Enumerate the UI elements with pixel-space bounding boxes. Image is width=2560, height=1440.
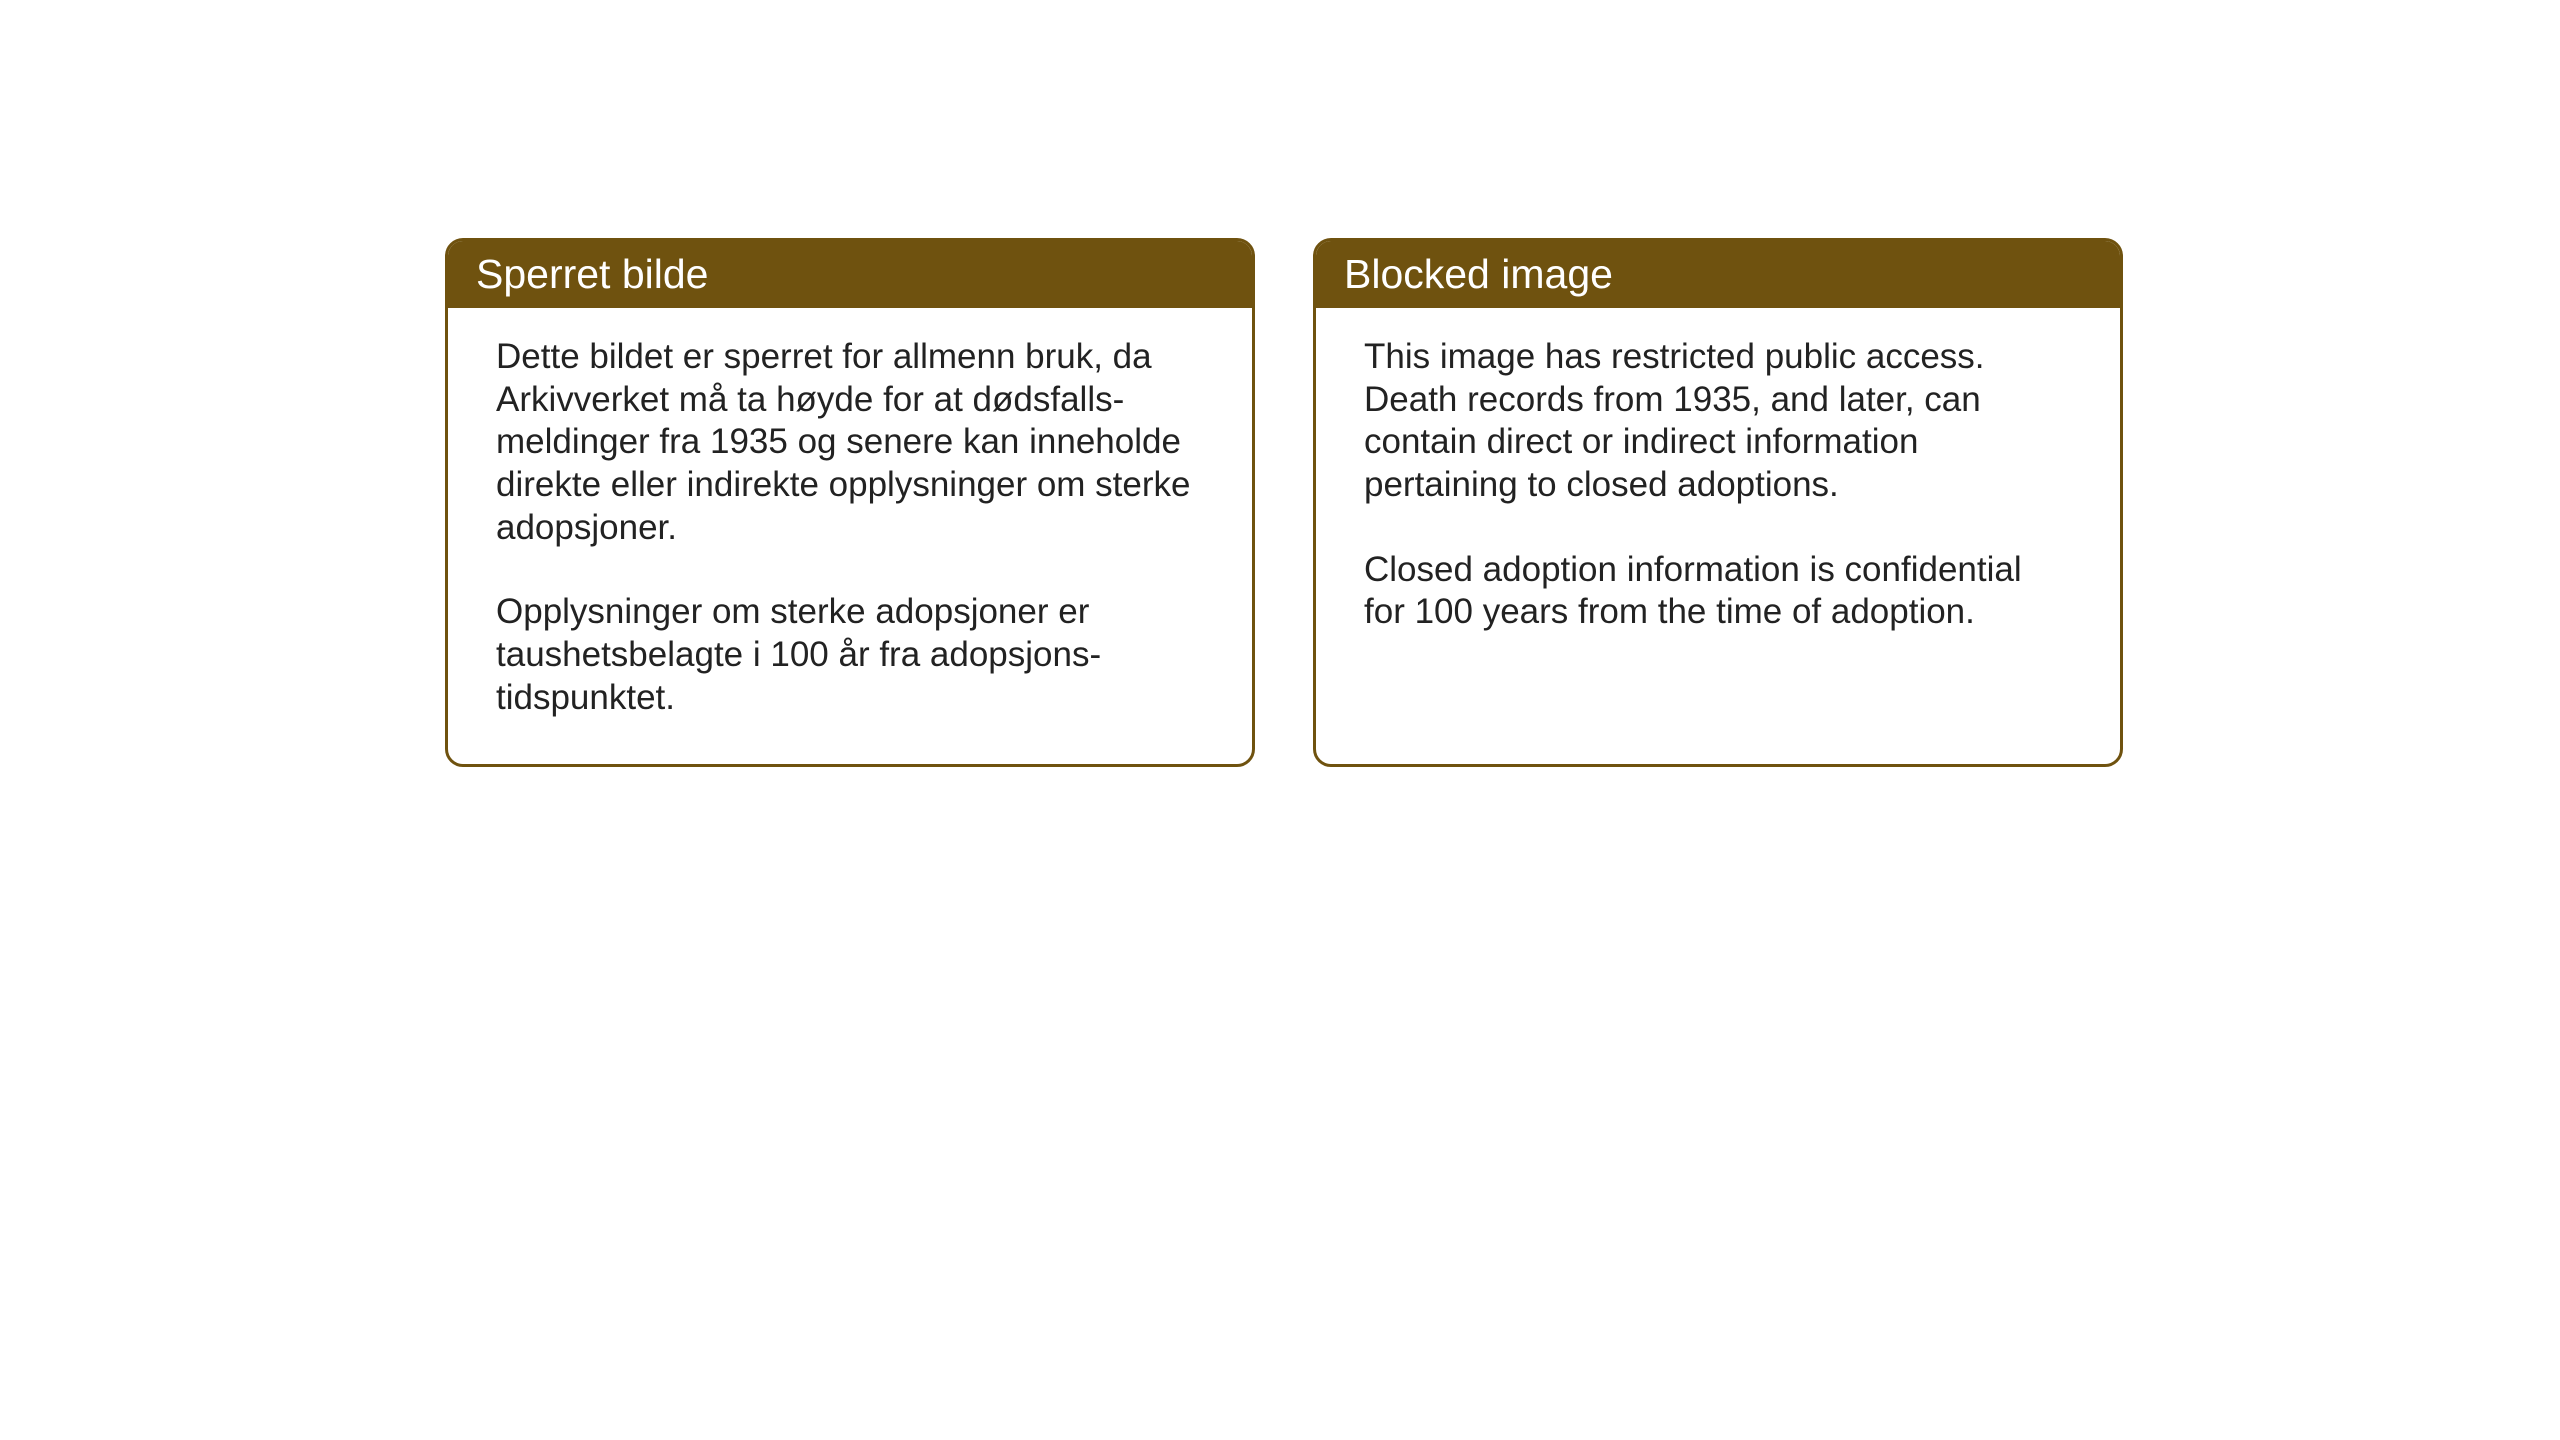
card-english: Blocked image This image has restricted …	[1313, 238, 2123, 767]
card-body-norwegian: Dette bildet er sperret for allmenn bruk…	[448, 308, 1252, 764]
card-body-english: This image has restricted public access.…	[1316, 308, 2120, 678]
card-paragraph: Closed adoption information is confident…	[1364, 549, 2072, 634]
card-header-english: Blocked image	[1316, 241, 2120, 308]
card-paragraph: Opplysninger om sterke adopsjoner er tau…	[496, 591, 1204, 719]
card-paragraph: This image has restricted public access.…	[1364, 336, 2072, 507]
card-header-norwegian: Sperret bilde	[448, 241, 1252, 308]
card-norwegian: Sperret bilde Dette bildet er sperret fo…	[445, 238, 1255, 767]
card-paragraph: Dette bildet er sperret for allmenn bruk…	[496, 336, 1204, 549]
cards-container: Sperret bilde Dette bildet er sperret fo…	[445, 238, 2123, 767]
card-title-norwegian: Sperret bilde	[476, 251, 708, 297]
card-title-english: Blocked image	[1344, 251, 1613, 297]
